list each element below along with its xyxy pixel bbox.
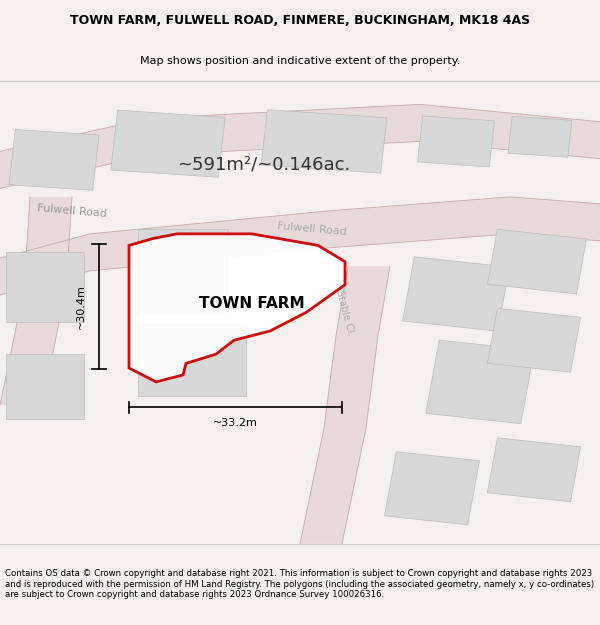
- Polygon shape: [0, 104, 600, 201]
- Bar: [6, 253, 84, 322]
- Bar: [9, 129, 99, 191]
- Bar: [508, 116, 572, 158]
- Bar: [487, 438, 581, 502]
- Bar: [385, 452, 479, 525]
- Polygon shape: [300, 266, 390, 544]
- Bar: [487, 229, 587, 294]
- Bar: [261, 110, 387, 173]
- Text: Fulwell Road: Fulwell Road: [37, 202, 107, 219]
- Bar: [403, 257, 509, 331]
- Polygon shape: [0, 197, 72, 405]
- Bar: [138, 229, 228, 312]
- Bar: [138, 322, 246, 396]
- Text: TOWN FARM: TOWN FARM: [199, 296, 305, 311]
- Text: ~591m²/~0.146ac.: ~591m²/~0.146ac.: [178, 156, 350, 174]
- Text: Stable Cl.: Stable Cl.: [334, 289, 356, 336]
- Text: ~33.2m: ~33.2m: [213, 419, 258, 429]
- Polygon shape: [0, 197, 600, 303]
- Text: Fulwell Road: Fulwell Road: [277, 221, 347, 238]
- Polygon shape: [129, 234, 345, 382]
- Bar: [111, 110, 225, 178]
- Bar: [426, 340, 534, 424]
- Bar: [487, 308, 581, 372]
- Text: Contains OS data © Crown copyright and database right 2021. This information is : Contains OS data © Crown copyright and d…: [5, 569, 595, 599]
- Bar: [6, 354, 84, 419]
- Bar: [418, 116, 494, 167]
- Text: TOWN FARM, FULWELL ROAD, FINMERE, BUCKINGHAM, MK18 4AS: TOWN FARM, FULWELL ROAD, FINMERE, BUCKIN…: [70, 14, 530, 27]
- Text: Map shows position and indicative extent of the property.: Map shows position and indicative extent…: [140, 56, 460, 66]
- Text: ~30.4m: ~30.4m: [76, 284, 86, 329]
